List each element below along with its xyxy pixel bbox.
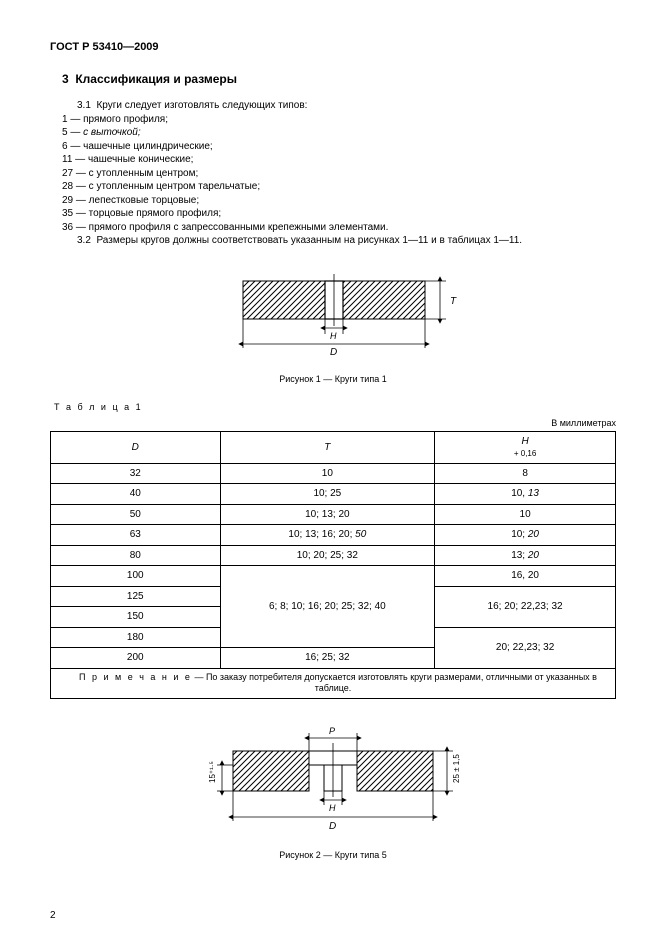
table-row: 32108 (51, 463, 616, 484)
document-id: ГОСТ Р 53410—2009 (50, 40, 616, 55)
type-item: 28 — с утопленным центром тарельчатые; (62, 180, 616, 194)
type-item: 11 — чашечные конические; (62, 153, 616, 167)
note-lead: П р и м е ч а н и е (79, 672, 192, 682)
para-3-1: 3.1 Круги следует изготовлять следующих … (62, 99, 616, 113)
figure-2-caption: Рисунок 2 — Круги типа 5 (50, 849, 616, 861)
dim-label-h: H (330, 331, 337, 341)
section-title-text: Классификация и размеры (75, 72, 237, 86)
figure-1-drawing: H D T (198, 266, 468, 361)
table-row: 4010; 2510, 13 (51, 484, 616, 505)
col-t: T (220, 432, 435, 463)
table-row: 6310; 13; 16; 20; 5010; 20 (51, 525, 616, 546)
type-item: 27 — с утопленным центром; (62, 167, 616, 181)
type-item: 29 — лепестковые торцовые; (62, 194, 616, 208)
page: ГОСТ Р 53410—2009 3 Классификация и разм… (0, 0, 661, 936)
dim-label-p: P (329, 726, 335, 736)
col-h: H + 0,16 (435, 432, 616, 463)
table-row: 8010; 20; 25; 3213; 20 (51, 545, 616, 566)
dim-label-15: 15⁺¹·⁵ (208, 761, 217, 783)
type-item: 1 — прямого профиля; (62, 113, 616, 127)
clause-number: 3.2 (77, 235, 91, 246)
type-item: 36 — прямого профиля с запрессованными к… (62, 221, 616, 235)
dim-label-h: H (329, 803, 336, 813)
type-list: 1 — прямого профиля;5 — с выточкой;6 — ч… (50, 113, 616, 235)
dim-label-d: D (330, 347, 337, 358)
figure-1-caption: Рисунок 1 — Круги типа 1 (50, 373, 616, 385)
col-d: D (51, 432, 221, 463)
section-heading: 3 Классификация и размеры (62, 71, 616, 87)
figure-2-drawing: P H D 15⁺¹·⁵ 25 ± 1,5 (183, 721, 483, 836)
units-label: В миллиметрах (50, 417, 616, 429)
dim-label-d: D (329, 821, 336, 832)
note-text: — По заказу потребителя допускается изго… (192, 672, 597, 694)
clause-number: 3.1 (77, 100, 91, 111)
table-row: 1006; 8; 10; 16; 20; 25; 32; 4016, 20 (51, 566, 616, 587)
figure-1: H D T (50, 266, 616, 366)
clause-text: Круги следует изготовлять следующих типо… (96, 100, 307, 111)
type-item: 6 — чашечные цилиндрические; (62, 140, 616, 154)
clause-text: Размеры кругов должны соответствовать ук… (96, 235, 522, 246)
page-number: 2 (50, 909, 56, 923)
figure-2: P H D 15⁺¹·⁵ 25 ± 1,5 (50, 721, 616, 841)
table-header-row: D T H + 0,16 (51, 432, 616, 463)
table-1: D T H + 0,16 32108 4010; 2510, 13 5010; … (50, 431, 616, 699)
section-number: 3 (62, 72, 69, 86)
table-row: 5010; 13; 2010 (51, 504, 616, 525)
dim-label-25: 25 ± 1,5 (452, 754, 461, 783)
type-item: 5 — с выточкой; (62, 126, 616, 140)
type-item: 35 — торцовые прямого профиля; (62, 207, 616, 221)
para-3-2: 3.2 Размеры кругов должны соответствоват… (62, 234, 616, 248)
table-1-label: Т а б л и ц а 1 (54, 401, 616, 413)
dim-label-t: T (450, 296, 457, 307)
table-note-row: П р и м е ч а н и е — По заказу потребит… (51, 668, 616, 698)
